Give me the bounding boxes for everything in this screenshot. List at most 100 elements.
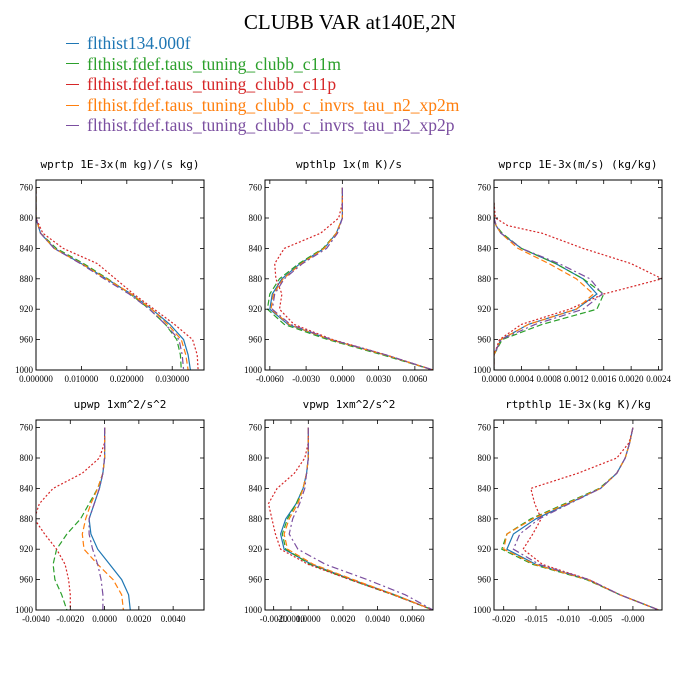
x-tick-label: -0.0060 <box>256 374 284 384</box>
y-tick-label: 800 <box>20 213 34 223</box>
series-line <box>494 202 605 370</box>
series-line <box>36 427 106 610</box>
x-tick-label: 0.0000 <box>296 614 321 624</box>
y-tick-label: 800 <box>20 453 34 463</box>
legend-label: flthist.fdef.taus_tuning_clubb_c11m <box>87 53 342 74</box>
y-tick-label: 960 <box>478 335 492 345</box>
legend-label: flthist.fdef.taus_tuning_clubb_c_invrs_t… <box>87 115 455 136</box>
x-tick-label: 0.000000 <box>19 374 53 384</box>
y-tick-label: 840 <box>478 243 492 253</box>
series-line <box>36 187 182 370</box>
plot-frame <box>493 419 663 611</box>
y-tick-label: 1000 <box>244 605 263 615</box>
legend-swatch <box>66 104 79 106</box>
plot-frame <box>35 419 205 611</box>
chart-panel: rtpthlp 1E-3x(kg K)/kg 760 800 840 880 920 960… <box>473 398 663 624</box>
x-tick-label: 0.0016 <box>591 374 616 384</box>
y-tick-label: 840 <box>20 243 34 253</box>
x-tick-label: -0.005 <box>589 614 613 624</box>
x-tick-label: -0.010 <box>557 614 581 624</box>
x-tick-label: 0.0000 <box>330 374 355 384</box>
y-tick-label: 1000 <box>15 605 34 615</box>
chart-panel: wpthlp 1x(m K)/s7608008408809209601000-0… <box>244 158 434 384</box>
y-tick-label: 760 <box>20 183 34 193</box>
y-tick-label: 1000 <box>15 365 34 375</box>
x-tick-label: -0.020 <box>492 614 516 624</box>
x-tick-label: 0.0040 <box>161 614 186 624</box>
plot-frame <box>493 179 663 371</box>
panel-title: upwp 1xm^2/s^2 <box>74 398 167 411</box>
series-line <box>266 187 433 370</box>
chart-panel: vpwp 1xm^2/s^27608008408809209601000-0.0… <box>244 398 434 624</box>
x-tick-label: 0.0030 <box>366 374 391 384</box>
y-tick-label: 880 <box>249 274 263 284</box>
chart-panel: wprtp 1E-3x(m kg)/(s kg) 760 800 840 880 920 9… <box>15 158 205 384</box>
series-line <box>270 187 433 370</box>
y-tick-label: 840 <box>249 483 263 493</box>
y-tick-label: 920 <box>478 304 492 314</box>
legend-item: flthist.fdef.taus_tuning_clubb_c11m <box>66 54 459 75</box>
y-tick-label: 880 <box>20 274 34 284</box>
x-tick-label: 0.0020 <box>619 374 644 384</box>
y-tick-label: 960 <box>249 575 263 585</box>
series-line <box>269 187 433 370</box>
y-tick-label: 880 <box>20 514 34 524</box>
figure-title: CLUBB VAR at140E,2N <box>243 10 457 34</box>
series-line <box>36 187 189 370</box>
plot-frame <box>264 179 434 371</box>
x-tick-label: -0.0010 <box>277 614 305 624</box>
series-line <box>512 427 660 610</box>
x-tick-label: -0.0020 <box>260 614 288 624</box>
y-tick-label: 960 <box>478 575 492 585</box>
y-tick-label: 920 <box>20 304 34 314</box>
chart-panel: wprcp 1E-3x(m/s) (kg/kg) 760 800 840 880 920 9… <box>473 158 671 384</box>
y-tick-label: 1000 <box>244 365 263 375</box>
panel-title: wprcp 1E-3x(m/s) (kg/kg) <box>499 158 658 171</box>
y-tick-label: 800 <box>249 213 263 223</box>
x-tick-label: 0.0000 <box>482 374 507 384</box>
y-tick-label: 1000 <box>473 605 492 615</box>
x-tick-label: 0.0008 <box>536 374 561 384</box>
series-line <box>501 427 660 610</box>
panel-title: wpthlp 1x(m K)/s <box>296 158 402 171</box>
panel-title: rtpthlp 1E-3x(kg K)/kg <box>505 398 651 411</box>
legend-label: flthist134.000f <box>87 33 191 53</box>
x-tick-label: 0.0004 <box>509 374 534 384</box>
series-line <box>267 427 433 610</box>
chart-panel: upwp 1xm^2/s^27608008408809209601000-0.0… <box>15 398 205 624</box>
x-tick-label: -0.0030 <box>292 374 320 384</box>
series-line <box>503 427 660 610</box>
y-tick-label: 800 <box>478 213 492 223</box>
legend-label: flthist.fdef.taus_tuning_clubb_c_invrs_t… <box>87 94 460 115</box>
series-line <box>81 427 124 610</box>
x-tick-label: 0.0040 <box>365 614 390 624</box>
y-tick-label: 760 <box>20 423 34 433</box>
y-tick-label: 840 <box>249 243 263 253</box>
legend-label: flthist.fdef.taus_tuning_clubb_c11p <box>87 74 337 95</box>
series-line <box>274 187 433 370</box>
y-tick-label: 800 <box>478 453 492 463</box>
y-tick-label: 920 <box>249 544 263 554</box>
x-tick-label: -0.0020 <box>56 614 84 624</box>
x-tick-label: 0.020000 <box>110 374 144 384</box>
y-tick-label: 760 <box>249 183 263 193</box>
x-tick-label: 0.030000 <box>155 374 189 384</box>
series-line <box>494 202 662 370</box>
series-line <box>494 202 595 370</box>
series-line <box>88 427 131 610</box>
plot-frame <box>35 179 205 371</box>
series-line <box>52 427 106 610</box>
x-tick-label: -0.015 <box>524 614 548 624</box>
series-line <box>36 187 199 370</box>
y-tick-label: 920 <box>20 544 34 554</box>
x-tick-label: 0.0020 <box>331 614 356 624</box>
x-tick-label: 0.0060 <box>400 614 425 624</box>
y-tick-label: 760 <box>478 183 492 193</box>
series-line <box>288 427 433 610</box>
y-tick-label: 960 <box>20 575 34 585</box>
x-tick-label: 0.0012 <box>564 374 589 384</box>
y-tick-label: 880 <box>478 274 492 284</box>
series-line <box>88 427 106 610</box>
y-tick-label: 920 <box>478 544 492 554</box>
